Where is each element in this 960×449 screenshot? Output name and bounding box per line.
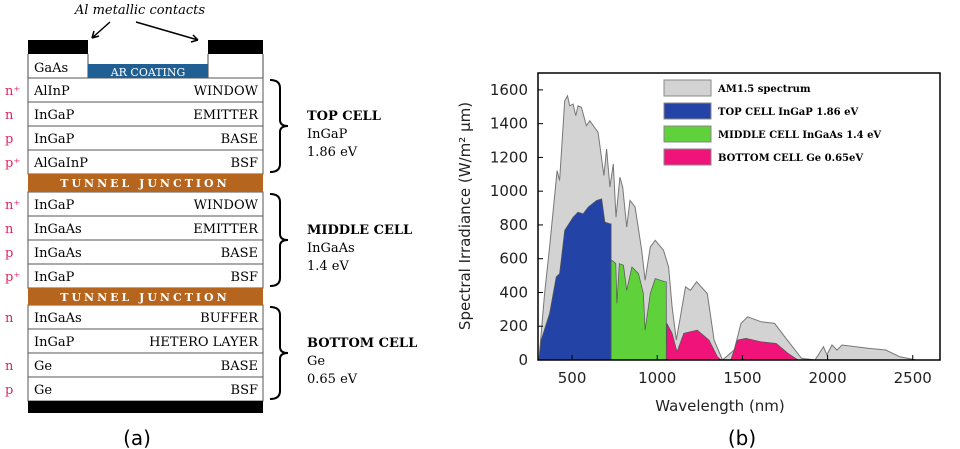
x-tick-label: 1500 <box>723 369 761 387</box>
legend-swatch <box>663 125 712 143</box>
y-tick-label: 1200 <box>490 148 528 166</box>
layer-0-1 <box>27 101 264 127</box>
layer-role: WINDOW <box>194 198 259 213</box>
layer-role: HETERO LAYER <box>149 335 259 350</box>
y-tick-label: 1600 <box>490 81 528 99</box>
layer-material: InGaP <box>34 270 75 285</box>
layer-2-3 <box>27 376 264 402</box>
legend-label: TOP CELL InGaP 1.86 eV <box>718 107 858 118</box>
tunnel-junction-label: TUNNEL JUNCTION <box>60 291 229 304</box>
cell-title: MIDDLE CELL <box>307 223 412 238</box>
cell-title: BOTTOM CELL <box>307 336 417 351</box>
legend-swatch <box>663 79 712 97</box>
brace-icon <box>269 193 289 287</box>
layer-2-1 <box>27 328 264 354</box>
cell-bandgap: 1.86 eV <box>307 145 358 160</box>
layer-role: BASE <box>221 132 258 147</box>
doping-label: n <box>5 311 14 326</box>
layer-role: EMITTER <box>193 108 259 123</box>
x-tick-label: 500 <box>558 369 587 387</box>
layer-material: InGaP <box>34 132 75 147</box>
doping-label: n⁺ <box>5 198 20 213</box>
y-tick-label: 600 <box>499 250 528 268</box>
layer-2-0 <box>27 304 264 330</box>
layer-role: BUFFER <box>200 311 259 326</box>
y-tick-label: 0 <box>518 351 528 369</box>
cell-material: InGaP <box>307 127 348 142</box>
layer-role: BASE <box>221 359 258 374</box>
layer-0-0 <box>27 77 264 103</box>
caption-a: (a) <box>123 426 151 449</box>
doping-label: p <box>5 383 13 398</box>
layer-role: BASE <box>221 246 258 261</box>
brace-icon <box>269 306 289 400</box>
right-contact <box>208 40 263 54</box>
layer-material: AlGaInP <box>33 156 88 171</box>
legend-label: MIDDLE CELL InGaAs 1.4 eV <box>718 130 881 141</box>
y-tick-label: 400 <box>499 283 528 301</box>
left-contact <box>28 40 88 54</box>
y-tick-label: 200 <box>499 317 528 335</box>
cell-bandgap: 0.65 eV <box>307 372 358 387</box>
contacts-label: Al metallic contacts <box>74 3 206 18</box>
doping-label: n <box>5 359 14 374</box>
layer-material: InGaAs <box>34 246 82 261</box>
layer-role: BSF <box>231 156 258 171</box>
layer-role: WINDOW <box>194 84 259 99</box>
layer-material: AlInP <box>33 84 70 99</box>
y-axis-label: Spectral Irradiance (W/m² μm) <box>456 102 474 330</box>
legend-label: AM1.5 spectrum <box>717 84 811 95</box>
doping-label: p⁺ <box>5 156 20 171</box>
layer-material: InGaP <box>34 198 75 213</box>
caption-b: (b) <box>728 426 756 449</box>
layer-material: InGaAs <box>34 311 82 326</box>
layer-material: Ge <box>34 359 52 374</box>
tunnel-junction <box>28 174 263 192</box>
tunnel-junction-label: TUNNEL JUNCTION <box>60 177 229 190</box>
ar-coating-label: AR COATING <box>110 66 186 79</box>
doping-label: p <box>5 132 13 147</box>
y-tick-label: 1400 <box>490 115 528 133</box>
series-area-2 <box>610 259 667 361</box>
legend-swatch <box>663 148 712 166</box>
brace-icon <box>269 79 289 173</box>
gaas-label: GaAs <box>34 61 68 76</box>
doping-label: n <box>5 222 14 237</box>
layer-1-2 <box>27 239 264 265</box>
x-tick-label: 1000 <box>638 369 676 387</box>
cell-bandgap: 1.4 eV <box>307 259 350 274</box>
cell-material: InGaAs <box>307 241 355 256</box>
x-tick-label: 2500 <box>894 369 932 387</box>
y-tick-label: 1000 <box>490 182 528 200</box>
doping-label: n⁺ <box>5 84 20 99</box>
doping-label: p⁺ <box>5 270 20 285</box>
arrow-right-icon <box>135 21 199 43</box>
x-axis-label: Wavelength (nm) <box>655 397 785 415</box>
bottom-contact <box>28 401 263 413</box>
layer-material: InGaP <box>34 108 75 123</box>
doping-label: p <box>5 246 13 261</box>
cell-title: TOP CELL <box>307 109 381 124</box>
tunnel-junction <box>28 288 263 305</box>
doping-label: n <box>5 108 14 123</box>
y-tick-label: 800 <box>499 216 528 234</box>
layer-material: InGaP <box>34 335 75 350</box>
x-tick-label: 2000 <box>808 369 846 387</box>
layer-role: BSF <box>231 383 258 398</box>
layer-material: InGaAs <box>34 222 82 237</box>
layer-1-3 <box>27 263 264 289</box>
layer-role: EMITTER <box>193 222 259 237</box>
cell-material: Ge <box>307 354 325 369</box>
layer-role: BSF <box>231 270 258 285</box>
layer-material: Ge <box>34 383 52 398</box>
legend-label: BOTTOM CELL Ge 0.65eV <box>718 153 863 164</box>
plot-frame <box>537 72 941 361</box>
legend-swatch <box>663 102 712 120</box>
ar-coating <box>88 64 208 78</box>
series-area-1 <box>538 198 612 361</box>
arrow-left-icon <box>91 21 111 39</box>
